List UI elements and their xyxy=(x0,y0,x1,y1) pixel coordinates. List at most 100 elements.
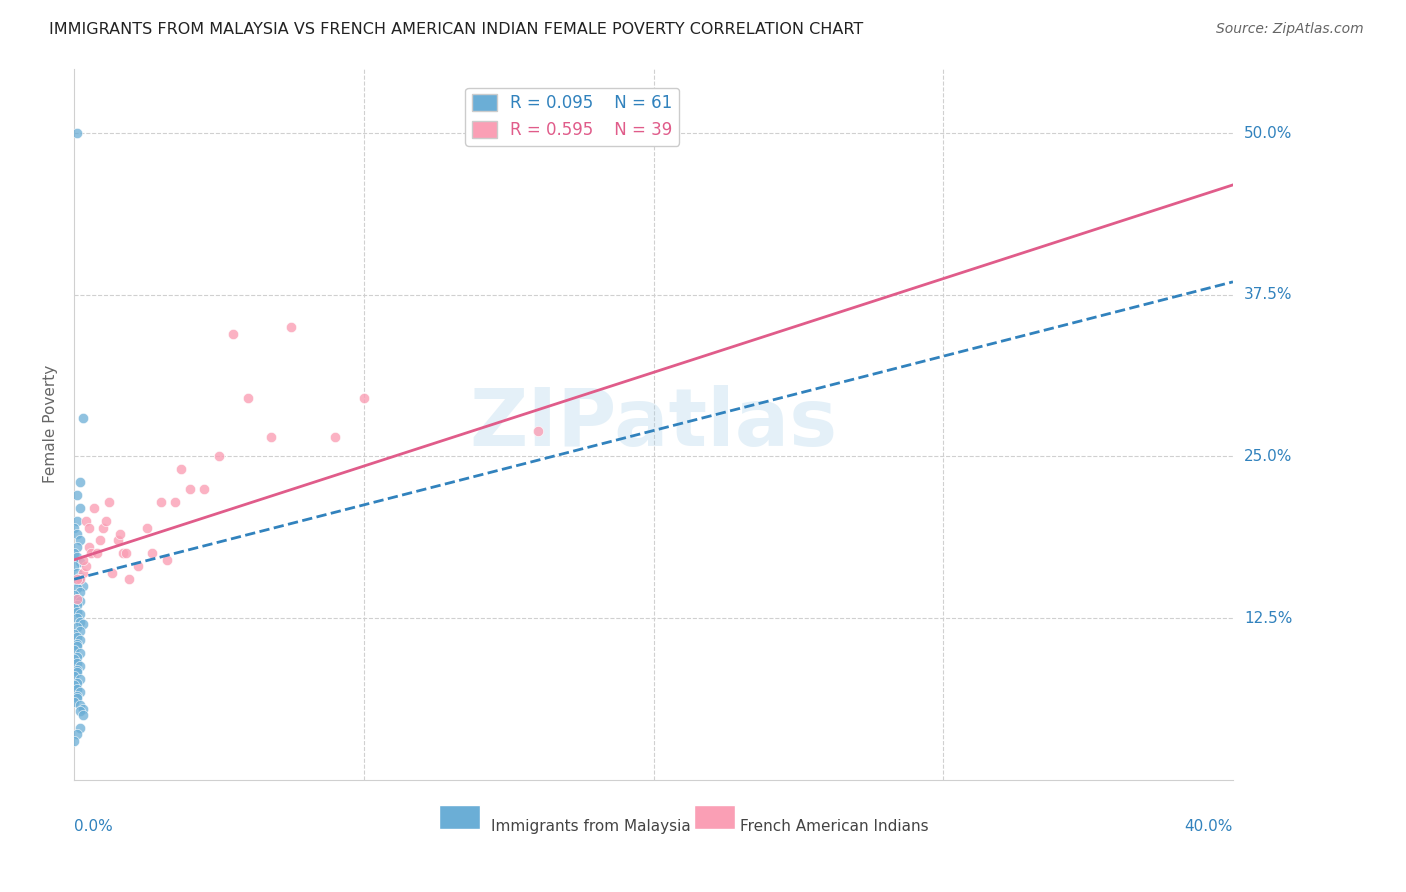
Point xyxy=(86,546,108,560)
Point xyxy=(66,126,89,140)
Point xyxy=(66,566,89,580)
Bar xyxy=(695,805,735,830)
Legend: R = 0.095    N = 61, R = 0.595    N = 39: R = 0.095 N = 61, R = 0.595 N = 39 xyxy=(465,87,679,145)
Point xyxy=(66,611,89,625)
Point xyxy=(179,482,201,496)
Point xyxy=(77,520,100,534)
Point xyxy=(260,430,283,444)
Point xyxy=(110,527,132,541)
Point xyxy=(63,652,86,666)
Point xyxy=(66,488,89,502)
Bar xyxy=(439,805,479,830)
Point xyxy=(91,520,114,534)
Point xyxy=(97,494,120,508)
Point xyxy=(75,559,97,574)
Point xyxy=(150,494,173,508)
Point xyxy=(69,607,91,621)
Point xyxy=(69,672,91,686)
Point xyxy=(63,546,86,560)
Point xyxy=(94,514,117,528)
Point xyxy=(69,556,91,570)
Point xyxy=(112,546,135,560)
Point xyxy=(69,475,91,490)
Point xyxy=(69,533,91,548)
Text: IMMIGRANTS FROM MALAYSIA VS FRENCH AMERICAN INDIAN FEMALE POVERTY CORRELATION CH: IMMIGRANTS FROM MALAYSIA VS FRENCH AMERI… xyxy=(49,22,863,37)
Point xyxy=(63,600,86,615)
Point xyxy=(89,533,111,548)
Point xyxy=(69,646,91,660)
Point xyxy=(66,637,89,651)
Point xyxy=(63,678,86,692)
Point xyxy=(66,665,89,680)
Point xyxy=(69,501,91,516)
Point xyxy=(165,494,187,508)
Point xyxy=(83,501,105,516)
Point xyxy=(69,698,91,712)
Point xyxy=(66,574,89,588)
Point xyxy=(127,559,149,574)
Point xyxy=(526,424,548,438)
Point xyxy=(135,520,157,534)
Point xyxy=(100,566,122,580)
Point xyxy=(63,588,86,602)
Point xyxy=(63,520,86,534)
Point xyxy=(323,430,346,444)
Point xyxy=(69,615,91,629)
Point xyxy=(66,649,89,664)
Text: Immigrants from Malaysia: Immigrants from Malaysia xyxy=(491,819,690,834)
Point xyxy=(66,550,89,565)
Point xyxy=(69,704,91,718)
Point xyxy=(66,514,89,528)
Point xyxy=(66,657,89,671)
Point xyxy=(66,682,89,697)
Point xyxy=(66,640,89,654)
Y-axis label: Female Poverty: Female Poverty xyxy=(44,365,58,483)
Point xyxy=(77,540,100,554)
Text: ZIPatlas: ZIPatlas xyxy=(470,385,838,463)
Point xyxy=(69,624,91,638)
Point xyxy=(72,410,94,425)
Point xyxy=(80,546,103,560)
Point xyxy=(236,391,259,405)
Text: 50.0%: 50.0% xyxy=(1244,126,1292,141)
Point xyxy=(107,533,129,548)
Point xyxy=(66,540,89,554)
Point xyxy=(66,605,89,619)
Point xyxy=(66,572,89,586)
Point xyxy=(141,546,163,560)
Point xyxy=(66,663,89,677)
Text: 37.5%: 37.5% xyxy=(1244,287,1292,302)
Point xyxy=(75,514,97,528)
Point xyxy=(353,391,375,405)
Point xyxy=(66,581,89,595)
Point xyxy=(69,658,91,673)
Point xyxy=(63,734,86,748)
Point xyxy=(63,695,86,709)
Point xyxy=(118,572,141,586)
Point xyxy=(69,585,91,599)
Text: 40.0%: 40.0% xyxy=(1185,819,1233,834)
Text: 12.5%: 12.5% xyxy=(1244,610,1292,625)
Point xyxy=(66,591,89,606)
Text: French American Indians: French American Indians xyxy=(741,819,929,834)
Point xyxy=(69,684,91,698)
Point xyxy=(66,527,89,541)
Point xyxy=(69,721,91,735)
Point xyxy=(69,594,91,608)
Text: Source: ZipAtlas.com: Source: ZipAtlas.com xyxy=(1216,22,1364,37)
Point xyxy=(63,643,86,657)
Text: 0.0%: 0.0% xyxy=(75,819,112,834)
Point xyxy=(66,727,89,741)
Text: 25.0%: 25.0% xyxy=(1244,449,1292,464)
Point xyxy=(63,669,86,683)
Point xyxy=(72,553,94,567)
Point xyxy=(72,708,94,723)
Point xyxy=(170,462,193,476)
Point xyxy=(115,546,138,560)
Point xyxy=(66,691,89,706)
Point xyxy=(280,320,302,334)
Point xyxy=(66,689,89,703)
Point xyxy=(63,626,86,640)
Point xyxy=(72,617,94,632)
Point xyxy=(208,450,231,464)
